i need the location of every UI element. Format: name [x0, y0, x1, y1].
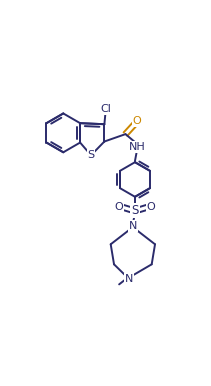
Text: O: O — [146, 202, 155, 212]
Text: N: N — [124, 274, 133, 284]
Text: S: S — [88, 150, 95, 160]
Text: O: O — [115, 202, 123, 212]
Text: Cl: Cl — [100, 105, 111, 114]
Text: S: S — [131, 204, 139, 217]
Text: O: O — [133, 117, 141, 127]
Text: NH: NH — [129, 142, 145, 152]
Text: N: N — [129, 221, 137, 231]
